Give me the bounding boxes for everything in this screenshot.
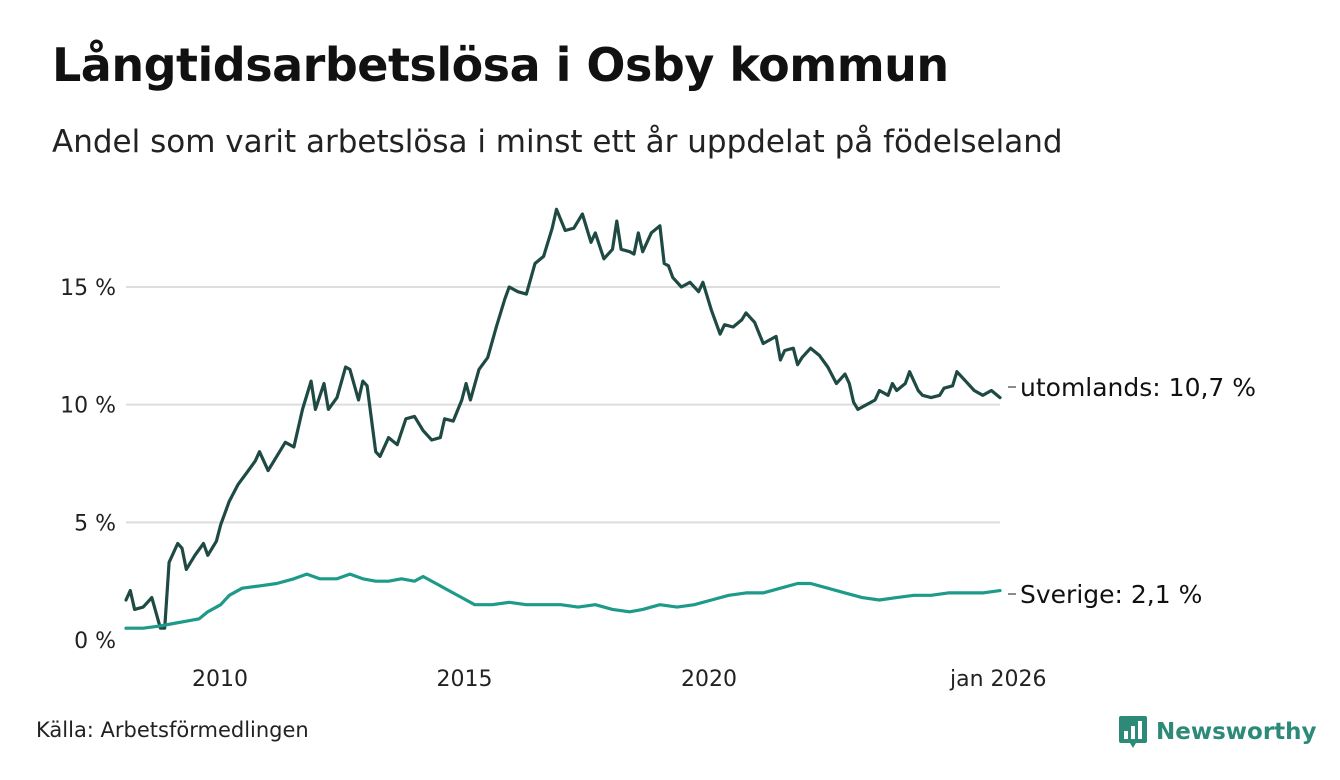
end-labels: utomlands: 10,7 % Sverige: 2,1 % (1008, 373, 1256, 609)
x-tick-label: 2015 (437, 667, 493, 692)
axes: 0 % 5 % 10 % 15 % 2010 2015 2020 jan 2026 (60, 276, 1046, 692)
x-tick-label: 2010 (192, 667, 248, 692)
y-tick-label: 0 % (74, 629, 116, 654)
x-tick-label: jan 2026 (949, 667, 1047, 692)
y-tick-label: 15 % (60, 276, 116, 301)
source-note: Källa: Arbetsförmedlingen (36, 718, 309, 742)
y-tick-label: 5 % (74, 511, 116, 536)
series-lines (124, 207, 1002, 630)
series-line-sverige (124, 572, 1002, 630)
x-tick-label: 2020 (681, 667, 737, 692)
chart-title: Långtidsarbetslösa i Osby kommun (52, 38, 949, 92)
chart-subtitle: Andel som varit arbetslösa i minst ett å… (52, 124, 1063, 160)
brand-logo: Newsworthy (1118, 714, 1317, 750)
end-label-utomlands: utomlands: 10,7 % (1020, 373, 1256, 402)
y-tick-label: 10 % (60, 394, 116, 419)
end-label-sverige: Sverige: 2,1 % (1020, 580, 1202, 609)
brand-name: Newsworthy (1156, 719, 1317, 745)
series-line-utomlands (124, 207, 1002, 630)
newsworthy-icon (1119, 716, 1147, 748)
